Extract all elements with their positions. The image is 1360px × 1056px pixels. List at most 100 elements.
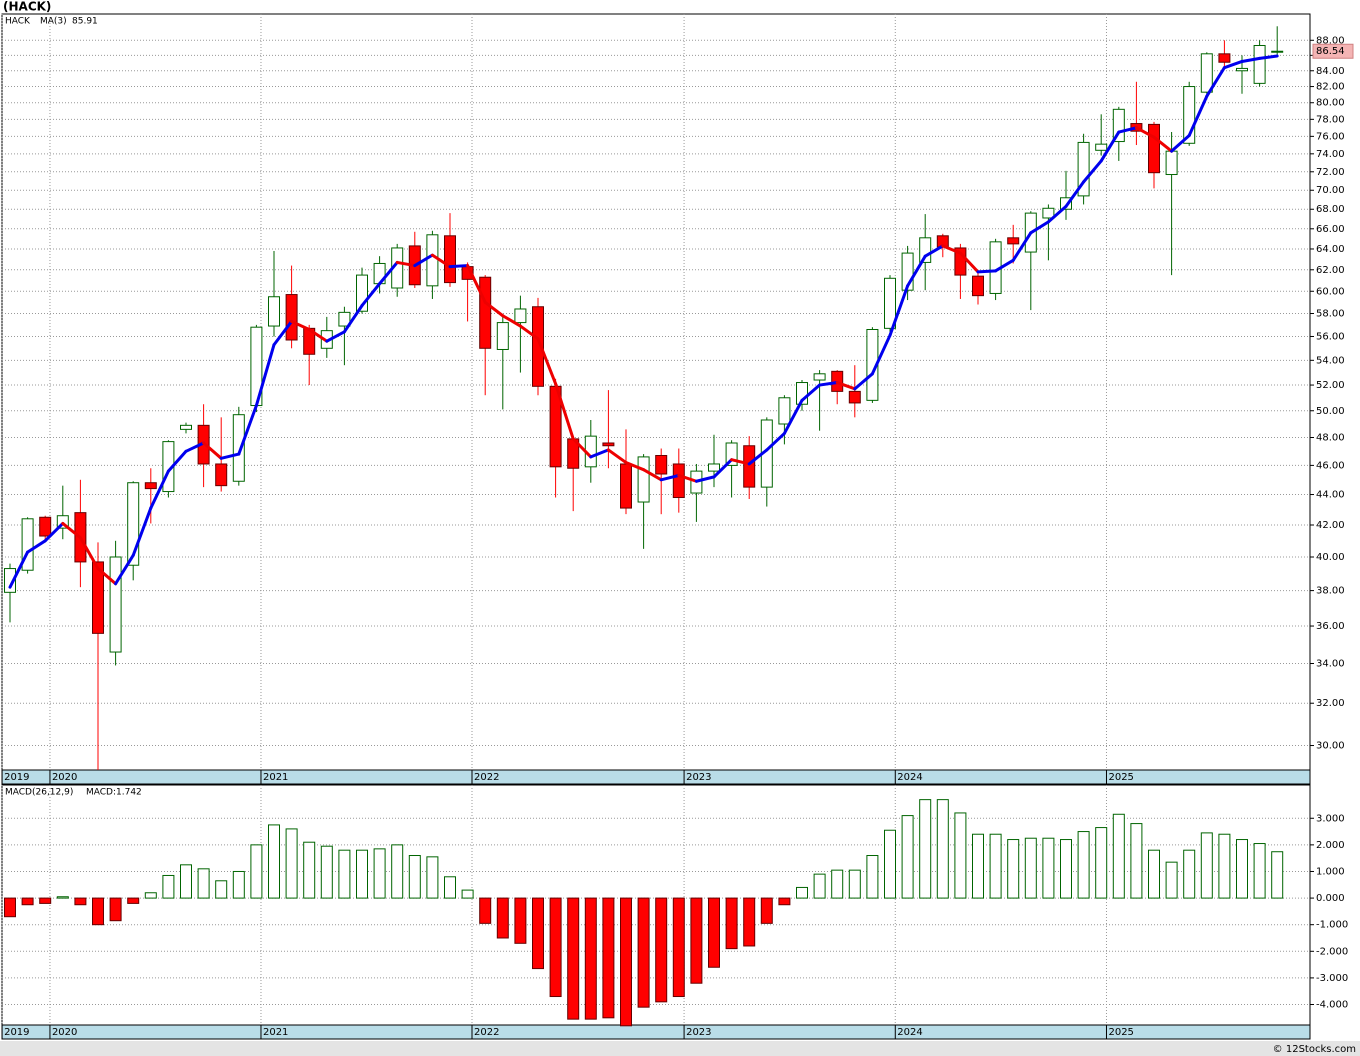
candle-body bbox=[1253, 45, 1266, 84]
macd-bar bbox=[1148, 849, 1160, 899]
ma-segment bbox=[589, 448, 610, 459]
y-tick-label: 76.00 bbox=[1316, 131, 1345, 142]
macd-bar bbox=[831, 869, 844, 899]
y-tick-label: 64.00 bbox=[1316, 244, 1345, 255]
macd-bar bbox=[655, 897, 668, 1003]
y-tick-label: 78.00 bbox=[1316, 114, 1345, 125]
x-tick-label: 2025 bbox=[1108, 1027, 1133, 1038]
y-tick-label: 34.00 bbox=[1316, 658, 1345, 669]
ma-segment bbox=[1134, 126, 1156, 139]
macd-bar bbox=[901, 815, 914, 899]
candle-body bbox=[1165, 150, 1178, 176]
macd-bar bbox=[672, 897, 685, 998]
x-tick-label: 2022 bbox=[474, 772, 499, 783]
macd-bar bbox=[1271, 851, 1284, 899]
y-tick-label: 2.000 bbox=[1316, 840, 1345, 851]
ma-segment bbox=[413, 253, 434, 268]
macd-bar bbox=[549, 897, 562, 998]
x-tick-label: 2023 bbox=[686, 1027, 711, 1038]
ma-segment bbox=[342, 304, 364, 334]
legend-symbol: HACK bbox=[5, 17, 31, 27]
candle-body bbox=[1148, 123, 1160, 174]
ma-segment bbox=[765, 431, 786, 452]
macd-bar bbox=[936, 799, 949, 899]
ma-segment bbox=[888, 284, 910, 337]
ma-segment bbox=[8, 550, 30, 589]
y-tick-label: 72.00 bbox=[1316, 167, 1345, 178]
ma-segment bbox=[518, 324, 540, 341]
candle-body bbox=[444, 235, 456, 284]
candle-body bbox=[479, 276, 492, 349]
candle-body bbox=[1200, 53, 1213, 93]
macd-bar bbox=[461, 889, 474, 899]
ma-segment bbox=[923, 244, 945, 258]
ma-segment bbox=[818, 381, 839, 387]
ma-segment bbox=[906, 254, 927, 288]
y-tick-label: 80.00 bbox=[1316, 98, 1345, 109]
y-tick-label: 46.00 bbox=[1316, 460, 1345, 471]
macd-bar bbox=[620, 897, 632, 1027]
candle-body bbox=[796, 382, 808, 405]
y-tick-label: 48.00 bbox=[1316, 433, 1345, 444]
macd-bar bbox=[444, 876, 456, 899]
macd-bar bbox=[496, 897, 509, 939]
x-tick-label: 2021 bbox=[263, 1027, 288, 1038]
macd-bar bbox=[796, 886, 808, 899]
macd-bar bbox=[426, 856, 439, 899]
x-tick-label: 2022 bbox=[474, 1027, 499, 1038]
ma-segment bbox=[1240, 56, 1262, 63]
macd-bar bbox=[514, 897, 527, 944]
macd-bar bbox=[215, 880, 228, 899]
ma-segment bbox=[870, 333, 892, 376]
ma-segment bbox=[677, 473, 698, 483]
macd-bar bbox=[743, 897, 756, 947]
ma-segment bbox=[184, 441, 206, 453]
candle-body bbox=[127, 482, 140, 566]
macd-bar bbox=[74, 897, 87, 906]
ma-segment bbox=[1170, 133, 1191, 153]
ma-segment bbox=[1205, 66, 1226, 98]
candle-body bbox=[655, 454, 668, 475]
candle-body bbox=[1077, 141, 1090, 197]
y-tick-label: 40.00 bbox=[1316, 552, 1345, 563]
candle-body bbox=[109, 556, 122, 653]
ma-segment bbox=[307, 327, 329, 343]
ma-segment bbox=[254, 343, 276, 408]
candle-body bbox=[56, 515, 69, 529]
y-tick-label: -1.000 bbox=[1316, 920, 1348, 931]
ma-segment bbox=[1082, 159, 1103, 184]
ma-segment bbox=[78, 536, 100, 571]
candle-body bbox=[672, 463, 685, 499]
x-tick-label: 2024 bbox=[897, 1027, 922, 1038]
candle-body bbox=[338, 311, 351, 327]
ma-segment bbox=[360, 282, 382, 308]
macd-bar bbox=[303, 841, 316, 899]
macd-bar bbox=[954, 812, 967, 899]
page-title: (HACK) bbox=[3, 0, 51, 14]
ma-segment bbox=[853, 372, 874, 391]
footer: © 12Stocks.com bbox=[1273, 1044, 1356, 1055]
ma-segment bbox=[571, 437, 593, 459]
candle-body bbox=[1271, 50, 1284, 53]
macd-bar bbox=[56, 896, 69, 899]
ma-segment bbox=[1029, 220, 1050, 235]
y-tick-label: 42.00 bbox=[1316, 520, 1345, 531]
macd-bar bbox=[813, 873, 826, 899]
candle-body bbox=[972, 275, 984, 297]
ma-segment bbox=[606, 448, 628, 465]
ma-segment bbox=[659, 473, 681, 482]
macd-bar bbox=[232, 870, 245, 899]
ma-segment bbox=[131, 506, 153, 557]
candle-body bbox=[496, 322, 509, 350]
macd-bar bbox=[760, 897, 773, 924]
macd-bar bbox=[690, 897, 703, 984]
ma-segment bbox=[835, 381, 857, 391]
ma-segment bbox=[448, 264, 470, 269]
legend-ma-value: 85.91 bbox=[72, 17, 98, 27]
y-tick-label: 38.00 bbox=[1316, 586, 1345, 597]
ma-segment bbox=[1222, 59, 1244, 70]
ma-segment bbox=[466, 264, 487, 304]
ma-segment bbox=[1152, 135, 1174, 153]
y-tick-label: 56.00 bbox=[1316, 331, 1345, 342]
macd-bar bbox=[725, 897, 738, 950]
